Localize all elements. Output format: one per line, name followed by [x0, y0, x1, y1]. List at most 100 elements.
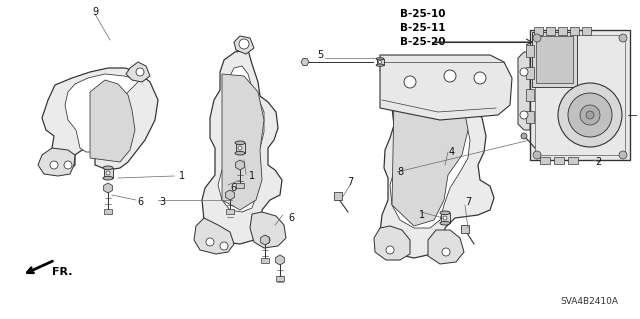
Bar	[532, 32, 577, 87]
Bar	[536, 36, 573, 83]
Ellipse shape	[235, 152, 245, 155]
Circle shape	[521, 133, 527, 139]
Polygon shape	[65, 74, 140, 152]
Circle shape	[220, 242, 228, 250]
Bar	[526, 89, 534, 101]
Text: 3: 3	[159, 197, 165, 207]
Ellipse shape	[440, 211, 450, 215]
Bar	[526, 111, 534, 123]
Circle shape	[568, 93, 612, 137]
Bar	[376, 59, 383, 65]
Circle shape	[533, 151, 541, 159]
Bar	[526, 67, 534, 79]
Polygon shape	[194, 218, 234, 254]
Polygon shape	[392, 90, 468, 226]
Circle shape	[64, 161, 72, 169]
Polygon shape	[374, 226, 410, 260]
Text: 1: 1	[419, 210, 425, 220]
Circle shape	[619, 34, 627, 42]
Circle shape	[533, 34, 541, 42]
Circle shape	[442, 248, 450, 256]
Circle shape	[386, 246, 394, 254]
Ellipse shape	[376, 64, 384, 66]
Circle shape	[580, 105, 600, 125]
Text: B-25-10: B-25-10	[400, 9, 445, 19]
Circle shape	[619, 151, 627, 159]
Polygon shape	[428, 230, 464, 264]
Circle shape	[378, 61, 381, 63]
Polygon shape	[126, 62, 150, 82]
Circle shape	[404, 76, 416, 88]
Bar	[570, 27, 579, 35]
Circle shape	[206, 238, 214, 246]
Bar	[568, 157, 578, 164]
Bar	[535, 35, 625, 155]
Text: 8: 8	[397, 167, 403, 177]
Bar	[526, 45, 534, 57]
Bar	[440, 213, 449, 223]
Polygon shape	[380, 55, 512, 120]
Text: 6: 6	[230, 183, 236, 193]
Polygon shape	[518, 52, 530, 130]
Text: 2: 2	[595, 157, 601, 167]
Polygon shape	[234, 36, 254, 54]
Text: FR.: FR.	[52, 267, 72, 277]
Bar	[540, 157, 550, 164]
Text: 7: 7	[465, 197, 471, 207]
Circle shape	[444, 70, 456, 82]
Circle shape	[520, 111, 528, 119]
Text: 9: 9	[92, 7, 98, 17]
Polygon shape	[202, 50, 282, 244]
Ellipse shape	[440, 221, 450, 225]
Circle shape	[238, 146, 242, 150]
Circle shape	[474, 72, 486, 84]
Text: SVA4B2410A: SVA4B2410A	[560, 298, 618, 307]
Circle shape	[558, 83, 622, 147]
Bar	[236, 143, 244, 153]
Bar	[461, 225, 469, 233]
Polygon shape	[38, 148, 75, 176]
Circle shape	[443, 216, 447, 220]
Text: 6: 6	[288, 213, 294, 223]
Ellipse shape	[103, 166, 113, 170]
Polygon shape	[380, 82, 494, 258]
Bar	[261, 258, 269, 263]
Bar	[534, 27, 543, 35]
Ellipse shape	[103, 176, 113, 180]
Ellipse shape	[376, 58, 384, 60]
Bar	[546, 27, 555, 35]
Bar	[276, 276, 284, 281]
Circle shape	[136, 68, 144, 76]
Circle shape	[586, 111, 594, 119]
Bar	[236, 183, 244, 188]
Bar	[554, 157, 564, 164]
Bar	[530, 30, 630, 160]
Circle shape	[106, 171, 110, 175]
Circle shape	[239, 39, 249, 49]
Text: B-25-11: B-25-11	[400, 23, 445, 33]
Text: 1: 1	[179, 171, 185, 181]
Bar	[334, 192, 342, 200]
Polygon shape	[90, 80, 135, 162]
Circle shape	[520, 68, 528, 76]
Circle shape	[262, 236, 270, 244]
Text: B-25-20: B-25-20	[400, 37, 445, 47]
Text: 1: 1	[249, 171, 255, 181]
Polygon shape	[218, 66, 264, 212]
Bar	[582, 27, 591, 35]
Bar	[104, 168, 113, 178]
Polygon shape	[222, 74, 264, 210]
Text: 7: 7	[347, 177, 353, 187]
Bar	[558, 27, 567, 35]
Bar	[226, 209, 234, 214]
Polygon shape	[250, 212, 286, 248]
Text: 4: 4	[449, 147, 455, 157]
Ellipse shape	[235, 141, 245, 145]
Polygon shape	[390, 94, 470, 228]
Polygon shape	[42, 68, 158, 172]
Text: 5: 5	[317, 50, 323, 60]
Text: 6: 6	[137, 197, 143, 207]
Bar	[104, 209, 112, 214]
Circle shape	[50, 161, 58, 169]
Polygon shape	[380, 56, 470, 84]
